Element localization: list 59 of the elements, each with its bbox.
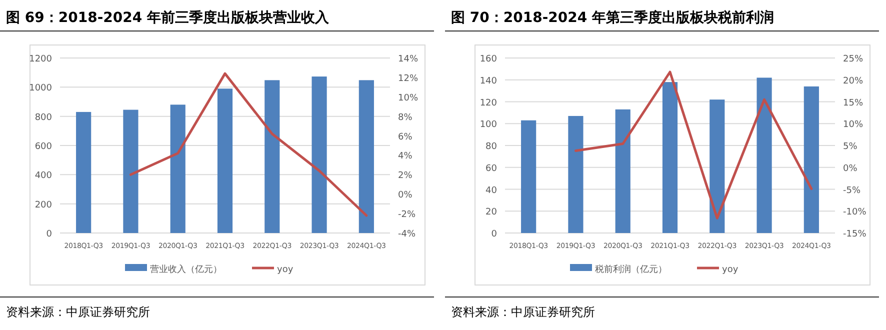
y-tick-label: 20 [486,208,498,218]
y-tick-label: 160 [480,54,498,64]
bar [615,109,630,233]
y-tick-label: 60 [486,164,498,174]
bar [568,116,584,233]
y-tick-label: 100 [480,120,498,130]
y2-tick-label: 8% [398,112,413,123]
y2-tick-label: 10% [398,93,418,104]
y2-tick-label: 12% [398,74,418,84]
y-tick-label: 120 [480,98,498,108]
legend-label: 税前利润（亿元） [595,264,667,275]
y2-tick-label: 0% [398,190,413,201]
y2-tick-label: 2% [398,171,413,182]
y-tick-label: 600 [34,142,52,152]
y2-tick-label: 5% [843,142,858,152]
legend-label: yoy [277,265,294,275]
y2-tick-label: 0% [843,164,858,174]
y-tick-label: 140 [480,76,498,86]
bar [710,100,725,233]
text: 资料来源：中原证券研究所 [6,305,150,319]
y-tick-label: 400 [34,171,52,182]
bar [170,104,186,233]
y-tick-label: 40 [486,186,498,196]
bar [123,110,138,233]
y-tick-label: 200 [34,200,52,210]
y2-tick-label: 25% [843,54,864,64]
y-tick-label: 0 [491,230,498,240]
chart-title: 图 69：2018-2024 年前三季度出版板块营业收入 [6,9,330,26]
bar [217,88,233,233]
bar [662,82,678,233]
bar [264,80,280,233]
line-series [574,70,813,220]
legend-label: yoy [722,265,739,275]
y2-tick-label: 15% [843,98,864,108]
chart-title: 图 70：2018-2024 年第三季度出版板块税前利润 [451,9,774,26]
y2-tick-label: 4% [398,152,413,162]
y2-tick-label: 14% [398,54,418,64]
y-tick-label: 0 [46,230,52,240]
y-tick-label: 1000 [29,84,52,94]
bar [358,80,374,233]
bar [804,86,819,233]
y2-tick-label: -15% [843,230,867,240]
bar [521,120,536,233]
y2-tick-label: 6% [398,132,413,142]
y2-tick-label: 10% [843,120,864,130]
y2-tick-label: -2% [398,210,416,220]
y2-tick-label: 20% [843,76,864,86]
y2-tick-label: -4% [398,230,416,240]
bar [76,112,92,233]
legend-label: 营业收入（亿元） [150,264,222,275]
y2-tick-label: -5% [843,186,861,196]
line-series [129,72,368,217]
y-tick-label: 80 [486,142,498,152]
text: 资料来源：中原证券研究所 [451,305,595,319]
y-tick-label: 1200 [29,54,52,64]
y2-tick-label: -10% [843,208,867,218]
bar [312,76,327,233]
y-tick-label: 800 [34,112,52,123]
bar [756,78,772,233]
